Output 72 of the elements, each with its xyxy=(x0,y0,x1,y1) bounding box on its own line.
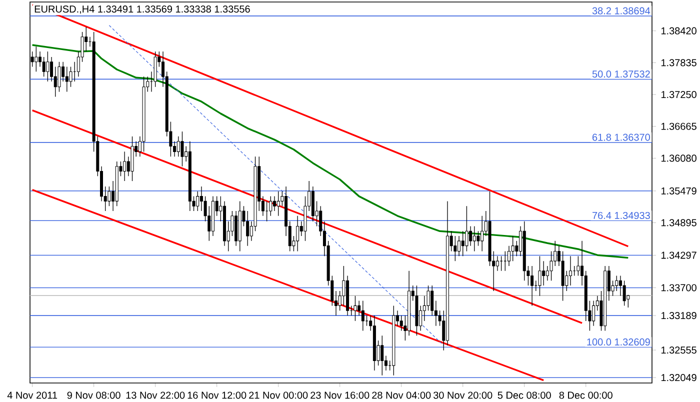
ref-line-label: 38.2 1.38694 xyxy=(592,7,650,14)
candlestick xyxy=(530,266,534,306)
x-tick-label: 4 Nov 2011 xyxy=(7,392,58,399)
candlestick xyxy=(550,250,553,281)
y-tick-label: 1.32555 xyxy=(661,346,696,354)
y-tick-label: 1.37835 xyxy=(661,59,696,66)
x-tick-label: 16 Nov 12:00 xyxy=(188,392,246,399)
x-tick-label: 21 Nov 00:00 xyxy=(249,392,308,399)
candlestick xyxy=(592,300,596,326)
ref-line-label: 61.8 1.36370 xyxy=(592,134,650,141)
candlestick xyxy=(361,300,364,332)
y-tick-label: 1.35479 xyxy=(661,187,696,194)
candlestick xyxy=(196,191,200,212)
candlestick xyxy=(123,151,126,182)
candlestick xyxy=(246,210,250,246)
x-tick-label: 30 Nov 20:00 xyxy=(433,392,492,399)
candlestick xyxy=(380,335,384,376)
x-tick-label: 28 Nov 04:00 xyxy=(372,392,431,399)
candlestick xyxy=(576,256,580,276)
candlestick xyxy=(34,46,38,72)
x-tick-label: 13 Nov 22:00 xyxy=(126,392,185,399)
candlestick xyxy=(42,56,46,77)
chart-title: EURUSD.,H4 1.33491 1.33569 1.33338 1.33556 xyxy=(34,6,250,14)
ref-line-label: 76.4 1.34933 xyxy=(592,212,650,220)
candlestick xyxy=(454,236,457,262)
y-tick-label: 1.32049 xyxy=(661,374,696,382)
x-tick-label: 23 Nov 16:00 xyxy=(310,392,370,399)
y-tick-label: 1.36080 xyxy=(661,154,696,162)
candlestick xyxy=(461,230,464,257)
ref-line-label: 50.0 1.37532 xyxy=(592,70,650,78)
y-tick-label: 1.33189 xyxy=(661,312,696,320)
candlestick xyxy=(542,260,546,286)
candlestick xyxy=(180,131,184,167)
candlestick xyxy=(65,66,68,92)
candlestick xyxy=(622,280,626,306)
y-tick-label: 1.34297 xyxy=(661,252,696,259)
candlestick xyxy=(108,186,111,206)
y-tick-label: 1.33700 xyxy=(661,284,696,292)
candlestick xyxy=(480,216,484,252)
x-tick-label: 8 Dec 00:00 xyxy=(559,392,612,399)
ref-line-label: 100.0 1.32609 xyxy=(587,338,650,346)
candlestick xyxy=(400,315,403,332)
candlestick xyxy=(296,216,300,252)
candlestick xyxy=(496,256,499,272)
candlestick xyxy=(465,206,468,252)
candlestick xyxy=(507,245,510,266)
candlestick xyxy=(472,226,476,252)
y-tick-label: 1.36665 xyxy=(661,122,696,130)
candlestick xyxy=(458,236,461,257)
candlestick xyxy=(504,250,507,272)
candlestick xyxy=(500,256,503,272)
y-tick-label: 1.37250 xyxy=(661,90,696,98)
candlestick xyxy=(511,236,514,262)
candlestick xyxy=(276,191,280,216)
candlestick xyxy=(569,256,572,286)
candlestick xyxy=(354,296,357,322)
candlestick xyxy=(469,226,472,246)
candlestick xyxy=(538,256,542,296)
candlestick xyxy=(265,200,268,222)
candlestick xyxy=(58,62,61,92)
y-tick-label: 1.38420 xyxy=(661,27,696,34)
candlestick xyxy=(69,66,72,88)
candlestick xyxy=(476,230,480,246)
x-tick-label: 5 Dec 08:00 xyxy=(498,392,551,399)
y-tick-label: 1.34895 xyxy=(661,219,696,226)
candlestick xyxy=(269,196,272,216)
candlestick xyxy=(615,275,618,292)
candlestick xyxy=(272,196,276,212)
candlestick xyxy=(430,285,434,316)
x-tick-label: 9 Nov 08:00 xyxy=(67,392,120,399)
candlestick xyxy=(176,136,180,157)
candlestick xyxy=(46,51,50,82)
